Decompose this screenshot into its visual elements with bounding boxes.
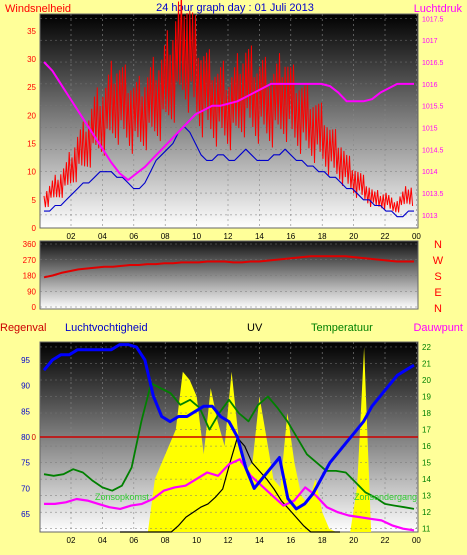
dewpoint-axis-title: Dauwpunt [413,322,463,334]
temperature-tick-label: 13 [422,492,431,501]
climate-x-tick-label: 14 [255,536,264,545]
chart-title: 24 hour graph day : 01 Juli 2013 [156,2,314,14]
compass-label: W [433,255,444,267]
uv-series [120,437,340,533]
humidity-tick-label: 75 [21,459,30,468]
temperature-tick-label: 17 [422,426,431,435]
climate-x-tick-label: 16 [286,536,295,545]
pressure-tick-label: 1016 [422,82,438,89]
direction-panel [39,240,419,310]
wind-tick-label: 15 [27,140,36,149]
wind-x-tick-label: 22 [381,232,390,241]
humidity-tick-label: 80 [21,433,30,442]
temperature-tick-label: 20 [422,376,431,385]
average-wind-series [44,126,414,218]
wind-tick-label: 20 [27,111,36,120]
temperature-tick-label: 19 [422,393,431,402]
direction-series [43,255,414,279]
climate-x-tick-label: 22 [381,536,390,545]
compass-label: S [434,271,441,283]
humidity-axis-title: Luchtvochtigheid [65,322,148,334]
temperature-tick-label: 11 [422,525,431,534]
pressure-tick-label: 1014.5 [422,147,444,154]
wind-tick-label: 10 [27,168,36,177]
climate-x-tick-label: 10 [192,536,201,545]
temperature-tick-label: 12 [422,508,431,517]
temperature-tick-label: 15 [422,459,431,468]
climate-x-tick-label: 08 [161,536,170,545]
wind-tick-label: 5 [32,196,37,205]
humidity-series [42,343,415,511]
wind-x-tick-label: 00 [412,232,421,241]
climate-x-tick-label: 20 [349,536,358,545]
wind-x-tick-label: 04 [98,232,107,241]
pressure-tick-label: 1014 [422,169,438,176]
wind-axis-title: Windsnelheid [5,3,71,15]
temperature-axis-title: Temperatuur [311,322,373,334]
rain-zero-label: 0 [32,433,37,442]
wind-x-tick-label: 02 [67,232,76,241]
humidity-tick-label: 90 [21,382,30,391]
wind-x-tick-label: 10 [192,232,201,241]
direction-tick-label: 360 [23,240,37,249]
sunset-label: Zonsondergang [354,492,417,502]
wind-x-tick-label: 08 [161,232,170,241]
compass-label: E [434,287,441,299]
wind-tick-label: 35 [27,27,36,36]
climate-x-tick-label: 02 [67,536,76,545]
climate-x-tick-label: 04 [98,536,107,545]
pressure-tick-label: 1013 [422,213,438,220]
rain-axis-title: Regenval [0,322,46,334]
uv-axis-title: UV [247,322,263,334]
pressure-tick-label: 1016.5 [422,60,444,67]
wind-tick-label: 25 [27,83,36,92]
compass-label: N [434,303,442,315]
humidity-tick-label: 70 [21,484,30,493]
climate-x-tick-label: 06 [129,536,138,545]
dewpoint-series [44,458,415,532]
sunshine-area [120,347,392,532]
pressure-tick-label: 1015.5 [422,104,444,111]
temperature-tick-label: 22 [422,343,431,352]
climate-x-tick-label: 00 [412,536,421,545]
temperature-tick-label: 14 [422,475,431,484]
humidity-tick-label: 85 [21,407,30,416]
sunrise-label: Zonsopkomst [95,492,150,502]
compass-label: N [434,239,442,251]
humidity-tick-label: 95 [21,356,30,365]
wind-tick-label: 30 [27,55,36,64]
wind-x-tick-label: 14 [255,232,264,241]
climate-x-tick-label: 18 [318,536,327,545]
pressure-axis-title: Luchtdruk [414,3,463,15]
pressure-tick-label: 1017 [422,38,438,45]
wind-x-tick-label: 16 [286,232,295,241]
temperature-tick-label: 18 [422,409,431,418]
direction-tick-label: 270 [23,256,37,265]
direction-tick-label: 90 [27,287,36,296]
wind-x-tick-label: 06 [129,232,138,241]
direction-tick-label: 0 [32,303,37,312]
wind-x-tick-label: 18 [318,232,327,241]
temperature-series [43,382,415,510]
direction-tick-label: 180 [23,272,37,281]
temperature-tick-label: 21 [422,359,431,368]
pressure-tick-label: 1015 [422,126,438,133]
pressure-tick-label: 1017.5 [422,16,444,23]
wind-series [43,0,414,213]
wind-x-tick-label: 12 [224,232,233,241]
wind-x-tick-label: 20 [349,232,358,241]
wind-tick-label: 0 [32,224,37,233]
temperature-tick-label: 16 [422,442,431,451]
pressure-series [43,61,414,181]
pressure-tick-label: 1013.5 [422,191,444,198]
humidity-tick-label: 65 [21,510,30,519]
climate-x-tick-label: 12 [224,536,233,545]
